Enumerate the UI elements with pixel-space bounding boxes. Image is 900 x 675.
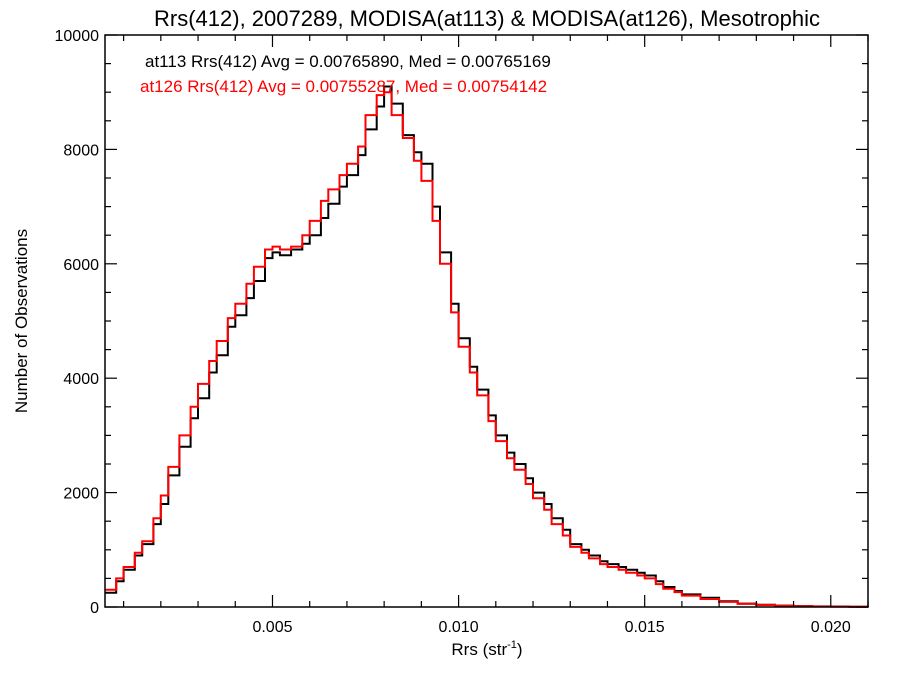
x-tick-label: 0.020 [811,619,851,636]
x-axis-label-main: Rrs (str [451,640,507,659]
annotation-at113: at113 Rrs(412) Avg = 0.00765890, Med = 0… [145,52,551,71]
plot-frame [104,34,869,608]
chart-title: Rrs(412), 2007289, MODISA(at113) & MODIS… [154,6,820,31]
x-axis-label-close: ) [517,640,523,659]
series-line-0 [105,85,869,608]
x-axis-label-sup: -1 [507,639,517,651]
y-axis-label: Number of Observations [12,229,31,413]
annotation-at126: at126 Rrs(412) Avg = 0.00755287, Med = 0… [140,77,547,96]
y-tick-label: 6000 [63,257,99,274]
x-tick-label: 0.015 [625,619,665,636]
x-tick-label: 0.005 [252,619,292,636]
series-layer [105,85,869,608]
y-tick-label: 4000 [63,371,99,388]
ticks-layer: 0.005 0.010 0.015 0.020 0 2000 4000 6000 8000 100… [55,28,869,636]
x-axis-label: Rrs (str-1) [451,639,522,659]
series-line-1 [105,91,869,608]
y-tick-label: 8000 [63,142,99,159]
y-tick-label: 2000 [63,486,99,503]
y-tick-label: 0 [90,600,99,617]
x-tick-label: 0.010 [439,619,479,636]
y-tick-label: 10000 [55,28,100,45]
